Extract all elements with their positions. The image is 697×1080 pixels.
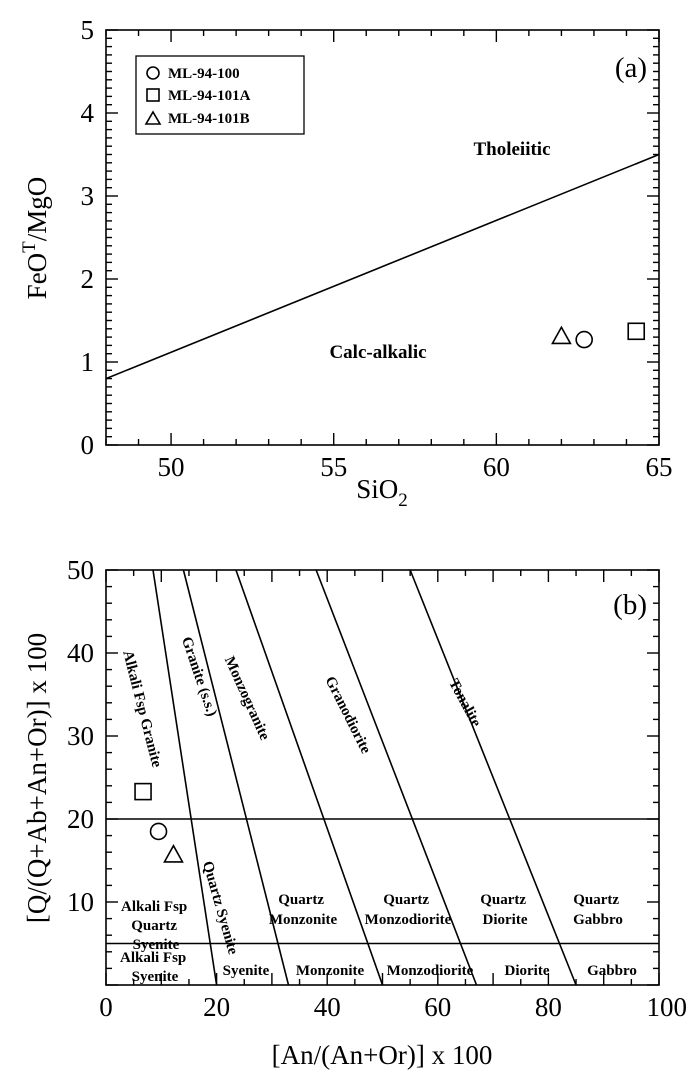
field-quartz-monzonite: Quartz Monzonite: [269, 892, 338, 928]
panel-a-legend: ML-94-100 ML-94-101A ML-94-101B: [135, 55, 305, 135]
panel-b-ylabel: [Q/(Q+Ab+An+Or)] x 100: [22, 633, 52, 923]
field-quartz-gabbro: Quartz Gabbro: [573, 892, 623, 928]
panel-b-field-line-4: [315, 569, 478, 986]
panel-a-ytick-4: 4: [81, 98, 95, 128]
panel-b-xtick-100: 100: [647, 992, 688, 1022]
panel-b-ticks: [105, 569, 660, 986]
panel-a-ytick-1: 1: [81, 347, 95, 377]
panel-a-ytick-5: 5: [81, 15, 95, 45]
panel-b-field-line-5: [409, 569, 577, 986]
panel-b-xtick-20: 20: [203, 992, 230, 1022]
field-granodiorite: Granodiorite: [322, 674, 374, 757]
panel-b-point-ml-94-100: [149, 822, 168, 841]
panel-b-label: (b): [613, 589, 647, 621]
panel-a-xtick-2: 60: [483, 452, 510, 482]
panel-a-xtick-0: 50: [158, 452, 185, 482]
field-diorite: Diorite: [505, 963, 550, 979]
field-monzogranite: Monzogranite: [221, 654, 273, 743]
field-monzodiorite: Monzodiorite: [387, 963, 474, 979]
panel-b: 10 20 30 40 50 0 20 40 60 80 100 [An/(An…: [22, 555, 687, 1070]
legend-label-2: ML-94-101B: [168, 111, 250, 127]
panel-a: 0 1 2 3 4 5 50 55 60 65 SiO2 FeOT/MgO Th…: [19, 15, 673, 511]
panel-b-field-line-2: [182, 569, 290, 986]
panel-a-ytick-2: 2: [81, 264, 95, 294]
panel-a-xlabel: SiO2: [356, 474, 408, 511]
panel-a-ytick-0: 0: [81, 430, 95, 460]
field-gabbro: Gabbro: [587, 963, 637, 979]
field-quartz-diorite: Quartz Diorite: [480, 892, 530, 928]
panel-a-label: (a): [615, 52, 647, 84]
panel-a-field-calc-alkalic: Calc-alkalic: [329, 342, 426, 363]
legend-circle-marker: [146, 66, 160, 80]
panel-b-ytick-10: 10: [67, 887, 94, 917]
panel-b-ytick-20: 20: [67, 804, 94, 834]
panel-a-xtick-3: 65: [646, 452, 673, 482]
field-monzonite: Monzonite: [296, 963, 365, 979]
panel-b-xtick-80: 80: [535, 992, 562, 1022]
panel-b-field-line-3: [235, 569, 384, 986]
panel-b-ytick-50: 50: [67, 555, 94, 585]
panel-a-ticks: [105, 29, 660, 446]
panel-a-point-ml-94-101b: [551, 325, 572, 345]
legend-triangle-marker: [144, 110, 162, 125]
field-alkali-fsp-granite: Alkali Fsp Granite: [119, 649, 164, 770]
panel-a-ytick-3: 3: [81, 181, 95, 211]
legend-label-1: ML-94-101A: [168, 88, 251, 104]
panel-a-field-tholeiitic: Tholeiitic: [473, 139, 550, 160]
field-quartz-monzodiorite: Quartz Monzodiorite: [365, 892, 452, 928]
panel-a-point-ml-94-100: [575, 330, 593, 349]
field-syenite: Syenite: [223, 963, 270, 979]
field-alkali-fsp-syenite: Alkali Fsp Syenite: [120, 950, 190, 985]
panel-b-xlabel: [An/(An+Or)] x 100: [272, 1040, 493, 1070]
legend-box: [135, 55, 305, 135]
panel-a-ylabel: FeOT/MgO: [19, 177, 52, 300]
panel-b-xtick-60: 60: [424, 992, 451, 1022]
panel-b-xtick-0: 0: [99, 992, 113, 1022]
panel-b-xtick-40: 40: [314, 992, 341, 1022]
field-alkali-fsp-quartz-syenite: Alkali Fsp Quartz Syenite: [121, 899, 191, 953]
panel-b-point-ml-94-101a: [134, 782, 152, 801]
panel-b-point-ml-94-101b: [163, 844, 184, 863]
panel-a-boundary-line: [105, 153, 660, 380]
field-tonalite: Tonalite: [445, 676, 484, 730]
panel-a-point-ml-94-101a: [627, 322, 646, 341]
legend-label-0: ML-94-100: [168, 66, 240, 82]
field-granite-ss: Granite (s.s.): [178, 635, 220, 719]
panel-b-ytick-30: 30: [67, 721, 94, 751]
legend-square-marker: [146, 88, 160, 102]
panel-b-ytick-40: 40: [67, 638, 94, 668]
panel-a-xtick-1: 55: [320, 452, 347, 482]
panel-b-field-line-1: [152, 569, 218, 986]
